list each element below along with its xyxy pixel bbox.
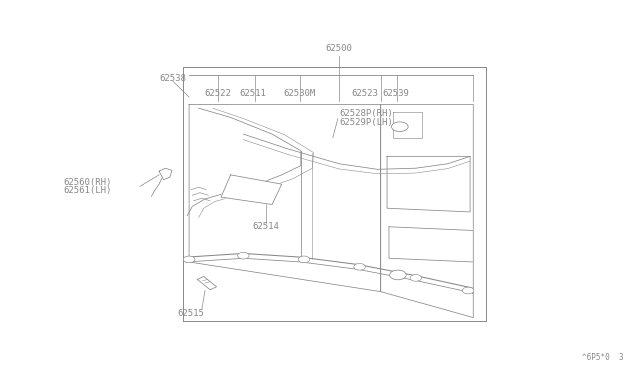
Polygon shape bbox=[221, 175, 282, 205]
Polygon shape bbox=[387, 156, 470, 212]
Circle shape bbox=[410, 275, 422, 281]
Text: 62515: 62515 bbox=[177, 310, 204, 318]
Circle shape bbox=[463, 287, 474, 294]
Text: 62529P(LH): 62529P(LH) bbox=[339, 119, 393, 128]
Text: 62522: 62522 bbox=[204, 89, 231, 98]
Circle shape bbox=[392, 122, 408, 132]
Circle shape bbox=[298, 256, 310, 263]
Text: 62511: 62511 bbox=[239, 89, 266, 98]
Text: ^6P5*0  3: ^6P5*0 3 bbox=[582, 353, 623, 362]
Text: 62560(RH): 62560(RH) bbox=[63, 178, 111, 187]
Text: 62523: 62523 bbox=[351, 89, 378, 98]
Circle shape bbox=[183, 256, 195, 263]
Text: 62514: 62514 bbox=[252, 222, 279, 231]
Circle shape bbox=[354, 263, 365, 270]
Polygon shape bbox=[189, 105, 381, 292]
Circle shape bbox=[237, 252, 249, 259]
Polygon shape bbox=[381, 105, 473, 318]
Text: 62538: 62538 bbox=[160, 74, 186, 83]
Text: 62539: 62539 bbox=[382, 89, 409, 98]
Text: 62530M: 62530M bbox=[284, 89, 316, 98]
Polygon shape bbox=[389, 227, 473, 262]
Text: 62528P(RH): 62528P(RH) bbox=[339, 109, 393, 118]
Text: 62500: 62500 bbox=[326, 44, 353, 53]
Text: 62561(LH): 62561(LH) bbox=[63, 186, 111, 195]
Circle shape bbox=[390, 270, 406, 280]
